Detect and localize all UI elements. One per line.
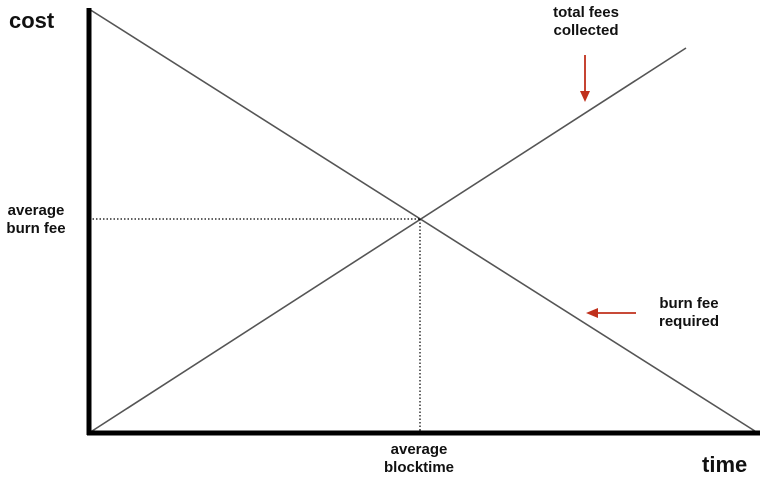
y-axis-label: cost: [9, 8, 55, 33]
total-fees-line: [88, 47, 687, 434]
burn-fee-required-label: burn fee required: [659, 295, 719, 331]
average-blocktime-line2: blocktime: [383, 459, 455, 476]
total-fees-collected-label: total fees collected: [553, 4, 619, 40]
burn-fee-required-line2: required: [658, 313, 720, 330]
total-fees-arrow-icon: [580, 55, 590, 102]
average-burn-fee-line2: burn fee: [6, 220, 66, 237]
average-burn-fee-line1: average: [7, 202, 65, 219]
average-burn-fee-label: average burn fee: [6, 202, 65, 238]
average-blocktime-line1: average: [390, 441, 448, 458]
total-fees-collected-line2: collected: [553, 22, 619, 39]
burn-fee-required-line1: burn fee: [659, 295, 719, 312]
burn-fee-arrow-icon: [586, 308, 636, 318]
total-fees-collected-line1: total fees: [553, 4, 619, 21]
average-blocktime-label: average blocktime: [384, 441, 454, 477]
burn-fee-line: [88, 8, 759, 434]
x-axis-label: time: [702, 452, 748, 477]
